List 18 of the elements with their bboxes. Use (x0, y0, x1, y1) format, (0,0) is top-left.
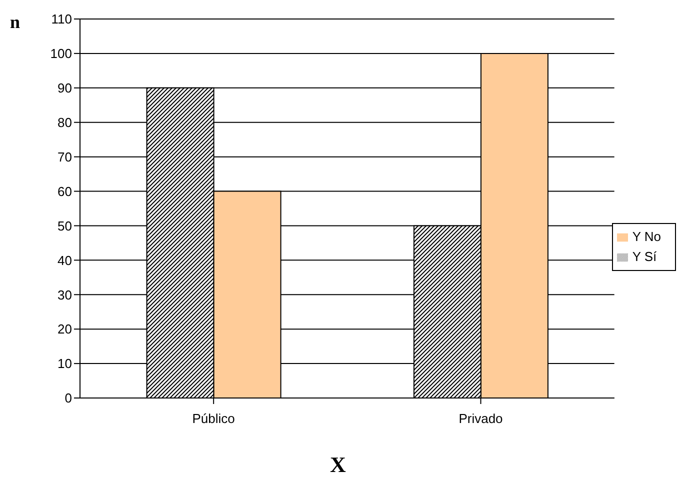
y-tick-label: 70 (58, 149, 72, 164)
y-axis-title: n (10, 12, 20, 33)
y-tick-label: 60 (58, 184, 72, 199)
y-tick-label: 90 (58, 80, 72, 96)
y-tick-label: 100 (50, 46, 72, 62)
y-tick-label: 20 (58, 322, 72, 337)
y-tick-label: 110 (51, 12, 72, 27)
y-tick-label: 10 (58, 356, 72, 372)
legend-label: Y Sí (632, 249, 657, 264)
legend-label: Y No (632, 229, 661, 244)
y-tick-label: 30 (58, 287, 72, 302)
y-tick-label: 80 (58, 114, 72, 130)
x-axis-title: X (330, 452, 346, 477)
x-tick-label: Público (192, 411, 235, 426)
y-tick-label: 0 (64, 390, 72, 406)
y-tick-label: 50 (58, 218, 72, 234)
y-tick-label: 40 (58, 252, 72, 268)
x-tick-label: Privado (458, 411, 503, 426)
